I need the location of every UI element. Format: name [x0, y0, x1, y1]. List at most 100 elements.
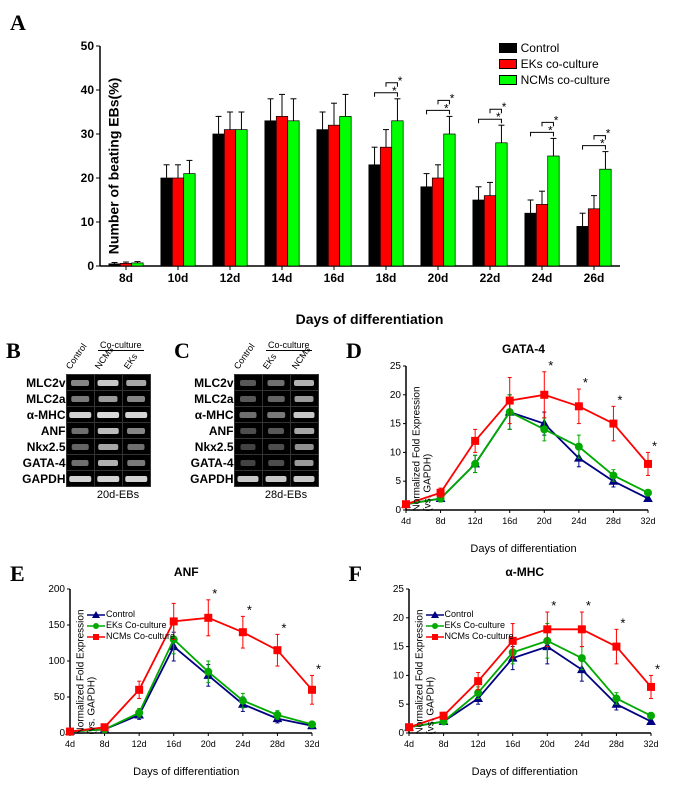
gel-band — [290, 407, 318, 423]
gel-band — [234, 375, 262, 391]
legend-item: EKs co-culture — [499, 57, 610, 71]
gel-band — [290, 423, 318, 439]
gel-band — [94, 455, 122, 471]
svg-text:20d: 20d — [428, 271, 449, 285]
line-legend-text: EKs Co-culture — [106, 620, 167, 630]
svg-text:12d: 12d — [470, 739, 485, 749]
svg-text:*: * — [585, 598, 590, 613]
gel-band — [66, 391, 94, 407]
gel-band — [66, 407, 94, 423]
line-legend-text: Control — [445, 609, 474, 619]
x-axis-label-e: Days of differentiation — [32, 766, 341, 778]
gel-band — [94, 471, 122, 487]
svg-text:10: 10 — [392, 670, 404, 681]
gel-band — [234, 391, 262, 407]
svg-text:15: 15 — [392, 642, 404, 653]
legend-swatch — [499, 75, 517, 85]
gene-label: α-MHC — [178, 407, 234, 423]
svg-text:*: * — [444, 101, 449, 115]
svg-text:10: 10 — [390, 447, 402, 458]
line-legend-item: EKs Co-culture — [426, 620, 514, 630]
line-legend-item: NCMs Co-culture — [87, 631, 175, 641]
svg-text:*: * — [655, 661, 660, 676]
svg-text:24d: 24d — [574, 739, 589, 749]
gel-band — [94, 439, 122, 455]
svg-text:0: 0 — [59, 728, 65, 739]
gel-band — [122, 455, 150, 471]
panel-f-label: F — [349, 561, 362, 587]
svg-text:8d: 8d — [438, 739, 448, 749]
svg-text:*: * — [247, 602, 252, 617]
svg-text:*: * — [548, 358, 553, 373]
gel-band — [290, 375, 318, 391]
gel-band — [262, 471, 290, 487]
line-legend-item: Control — [426, 609, 514, 619]
svg-text:12d: 12d — [220, 271, 241, 285]
legend-swatch — [499, 43, 517, 53]
svg-text:*: * — [551, 598, 556, 613]
line-legend-text: NCMs Co-culture — [445, 631, 514, 641]
gel-band — [66, 439, 94, 455]
svg-text:32d: 32d — [643, 739, 658, 749]
svg-text:14d: 14d — [272, 271, 293, 285]
row-bcd: B Co-cultureControlNCMsEKsMLC2vMLC2aα-MH… — [10, 342, 679, 555]
svg-text:20: 20 — [390, 390, 402, 401]
svg-text:40: 40 — [81, 83, 95, 97]
svg-text:*: * — [502, 100, 507, 114]
gel-band — [234, 407, 262, 423]
svg-text:8d: 8d — [436, 516, 446, 526]
row-ef: E ANF Normalized Fold Expression(vs. GAP… — [10, 565, 679, 778]
panel-c: C Co-cultureControlEKsNCMsMLC2vMLC2aα-MH… — [178, 342, 338, 501]
x-axis-label-d: Days of differentiation — [368, 543, 679, 555]
x-axis-label-f: Days of differentiation — [371, 766, 680, 778]
gel-band — [122, 391, 150, 407]
gel-band — [66, 423, 94, 439]
svg-text:0: 0 — [87, 259, 94, 273]
svg-text:28d: 28d — [270, 739, 285, 749]
gel-band — [66, 455, 94, 471]
gel-band — [122, 407, 150, 423]
svg-text:15: 15 — [390, 419, 402, 430]
svg-text:24d: 24d — [571, 516, 586, 526]
svg-text:*: * — [617, 392, 622, 407]
svg-text:50: 50 — [81, 39, 95, 53]
gel-band — [94, 391, 122, 407]
panel-e-label: E — [10, 561, 25, 587]
gel-band — [122, 375, 150, 391]
panel-c-label: C — [174, 338, 190, 364]
legend-text: NCMs co-culture — [521, 73, 610, 87]
legend-swatch — [499, 59, 517, 69]
gel-b-table: Co-cultureControlNCMsEKsMLC2vMLC2aα-MHCA… — [10, 342, 170, 501]
legend-text: EKs co-culture — [521, 57, 599, 71]
gel-band — [262, 375, 290, 391]
gel-band — [234, 439, 262, 455]
line-legend-item: Control — [87, 609, 175, 619]
svg-text:20d: 20d — [537, 516, 552, 526]
svg-text:28d: 28d — [606, 516, 621, 526]
legend-item: Control — [499, 41, 610, 55]
gene-label: Nkx2.5 — [178, 439, 234, 455]
svg-text:*: * — [554, 113, 559, 127]
svg-text:20d: 20d — [201, 739, 216, 749]
gel-band — [234, 423, 262, 439]
line-legend: ControlEKs Co-cultureNCMs Co-culture — [87, 609, 175, 642]
panel-b: B Co-cultureControlNCMsEKsMLC2vMLC2aα-MH… — [10, 342, 170, 501]
gel-band — [234, 455, 262, 471]
gene-label: MLC2a — [10, 391, 66, 407]
svg-text:*: * — [620, 615, 625, 630]
svg-text:25: 25 — [390, 361, 402, 372]
svg-text:4d: 4d — [65, 739, 75, 749]
bar-chart: Number of beating EBs(%) 010203040508d10… — [60, 36, 630, 296]
svg-text:10: 10 — [81, 215, 95, 229]
line-legend-text: NCMs Co-culture — [106, 631, 175, 641]
gel-band — [66, 471, 94, 487]
panel-e: E ANF Normalized Fold Expression(vs. GAP… — [10, 565, 341, 778]
svg-text:25: 25 — [392, 584, 404, 595]
svg-text:*: * — [606, 127, 611, 141]
svg-text:*: * — [316, 661, 321, 676]
svg-text:32d: 32d — [640, 516, 655, 526]
panel-f-title: α-MHC — [371, 565, 680, 579]
panel-a-label: A — [10, 10, 26, 35]
svg-text:4d: 4d — [401, 516, 411, 526]
panel-f: F α-MHC Normalized Fold Expression(vs. G… — [349, 565, 680, 778]
